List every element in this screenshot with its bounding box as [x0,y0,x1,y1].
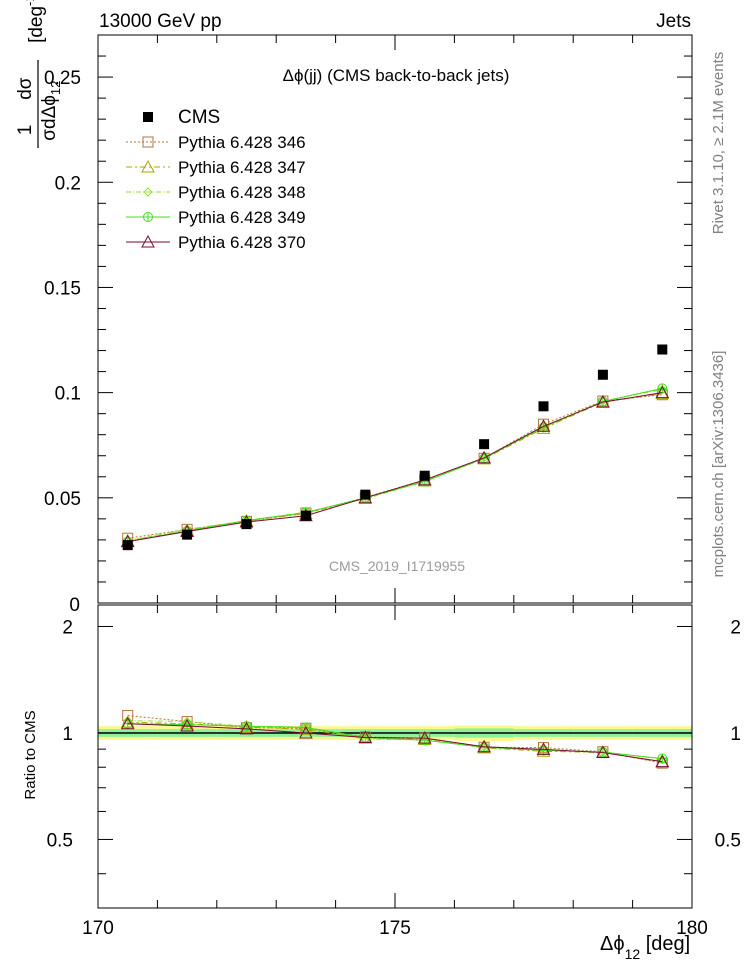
legend: CMS Pythia 6.428 346 Pythia 6.428 347 Pythi… [126,107,306,252]
header-energy: 13000 GeV pp [99,11,222,32]
ratio-tick-label-right: 2 [730,617,741,638]
ratio-point-4 [655,754,670,768]
series-lines [120,383,670,769]
ratio-point-4 [358,730,373,743]
data-point [122,540,133,551]
series-point-4 [477,450,491,464]
data-point [182,529,193,540]
y-tick-label: 0.1 [55,384,81,405]
legend-marker-3 [143,212,153,222]
legend-marker-data [143,112,153,122]
legend-label-1: Pythia 6.428 347 [178,158,306,177]
legend-label-4: Pythia 6.428 370 [178,233,306,252]
ratio-point-4 [120,716,135,730]
legend-label-2: Pythia 6.428 348 [178,183,306,202]
ratio-point-4 [299,725,313,739]
chart-title: Δϕ(jj) (CMS back-to-back jets) [283,66,510,85]
data-point [479,439,490,450]
legend-label-data: CMS [178,107,220,128]
x-tick-label: 180 [676,918,708,939]
header-category: Jets [656,11,691,32]
x-tick-label: 170 [82,918,114,939]
data-points [122,344,668,551]
ratio-tick-label: 0.5 [47,830,73,851]
series-line-1 [127,393,663,542]
legend-marker-1 [141,159,155,173]
ratio-point-4 [239,721,254,735]
data-point [360,489,371,500]
ratio-point-4 [417,731,432,744]
analysis-label: CMS_2019_I1719955 [329,558,465,574]
legend-label-0: Pythia 6.428 346 [178,133,306,152]
rivet-label: Rivet 3.1.10, ≥ 2.1M events [710,52,727,235]
data-point [657,344,668,355]
series-point-3 [538,422,549,433]
legend-marker-2 [143,187,153,197]
ratio-line-4 [127,723,663,763]
y-tick-label-zero: 0 [69,595,80,616]
y-tick-label: 0.15 [44,278,81,299]
ratio-point-4 [477,739,491,753]
data-point [597,369,608,380]
series-point-4 [655,385,670,399]
series-line-3 [127,387,663,543]
y-tick-label: 0.2 [55,173,81,194]
svg-text:Δϕ12 [deg]: Δϕ12 [deg] [600,933,690,962]
data-point [241,519,252,530]
label-mask [60,597,85,605]
series-line-2 [127,388,663,541]
ratio-tick-label-right: 0.5 [715,830,741,851]
y-tick-label: 0.25 [44,68,81,89]
data-point [300,510,311,521]
ratio-point-1 [299,722,313,735]
data-point [538,401,549,412]
data-point [419,470,430,481]
ratio-point-4 [180,718,194,732]
ratio-point-4 [536,742,551,755]
ratio-point-3 [182,719,193,730]
y-tick-label: 0.05 [44,489,81,510]
ratio-tick-label: 2 [62,617,73,638]
series-line-0 [127,394,663,539]
axes: 170 175 180 0.05 0.1 0.15 0.2 0.25 0 0.5 0.5 1 1 2 2 [44,34,741,939]
ratio-point-3 [538,745,549,756]
mcplots-label: mcplots.cern.ch [arXiv:1306.3436] [710,351,727,578]
ratio-point-4 [596,745,610,759]
x-tick-label: 175 [379,918,411,939]
series-point-4 [596,395,610,408]
legend-marker-4 [141,234,155,248]
legend-marker-0 [142,136,154,148]
ratio-tick-label-right: 1 [730,724,741,745]
series-line-4 [127,392,663,543]
x-axis-title: Δϕ12 [deg] [600,933,690,962]
legend-label-3: Pythia 6.428 349 [178,208,306,227]
ratio-tick-label: 1 [62,724,73,745]
series-point-4 [536,419,551,432]
ratio-axis-title: Ratio to CMS [22,710,39,799]
